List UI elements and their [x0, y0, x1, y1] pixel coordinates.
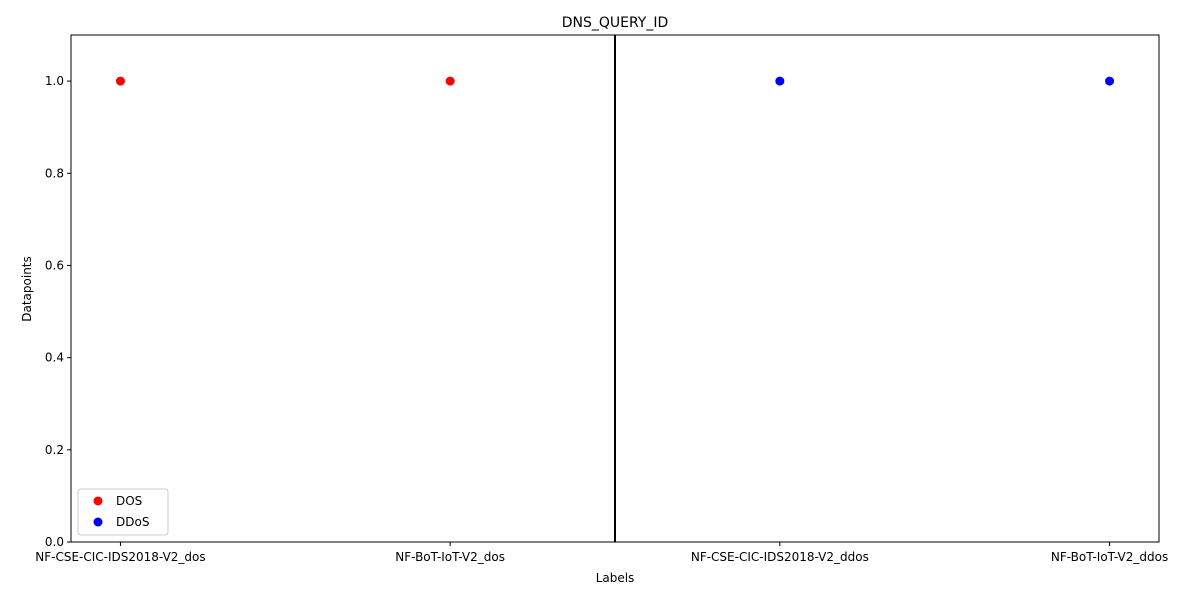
- y-tick-label-0: 0.0: [45, 535, 64, 549]
- y-tick-label-1: 0.2: [45, 443, 64, 457]
- legend-label-dos: DOS: [116, 494, 142, 508]
- data-point-dos-1: [445, 76, 455, 86]
- legend-label-ddos: DDoS: [116, 515, 149, 529]
- chart-title: DNS_QUERY_ID: [562, 15, 669, 31]
- legend-marker-ddos: [93, 517, 103, 527]
- x-tick-label-1: NF-BoT-IoT-V2_dos: [395, 550, 505, 564]
- x-tick-label-0: NF-CSE-CIC-IDS2018-V2_dos: [35, 550, 205, 564]
- y-tick-label-3: 0.6: [45, 258, 64, 272]
- x-tick-label-2: NF-CSE-CIC-IDS2018-V2_ddos: [691, 550, 869, 564]
- data-point-dos-0: [115, 76, 125, 86]
- data-point-ddos-1: [1105, 76, 1115, 86]
- y-tick-label-2: 0.4: [45, 351, 64, 365]
- x-tick-label-3: NF-BoT-IoT-V2_ddos: [1051, 550, 1168, 564]
- data-point-ddos-0: [775, 76, 785, 86]
- x-axis-label: Labels: [596, 571, 635, 585]
- y-tick-label-4: 0.8: [45, 166, 64, 180]
- legend-marker-dos: [93, 496, 103, 506]
- legend: DOS DDoS: [77, 488, 169, 536]
- plot-area: 0.0 0.2 0.4 0.6 0.8 1.0 NF-CSE-CIC-IDS2018-V2_…: [35, 34, 1168, 564]
- y-axis-label: Datapoints: [20, 256, 34, 322]
- y-tick-label-5: 1.0: [45, 74, 64, 88]
